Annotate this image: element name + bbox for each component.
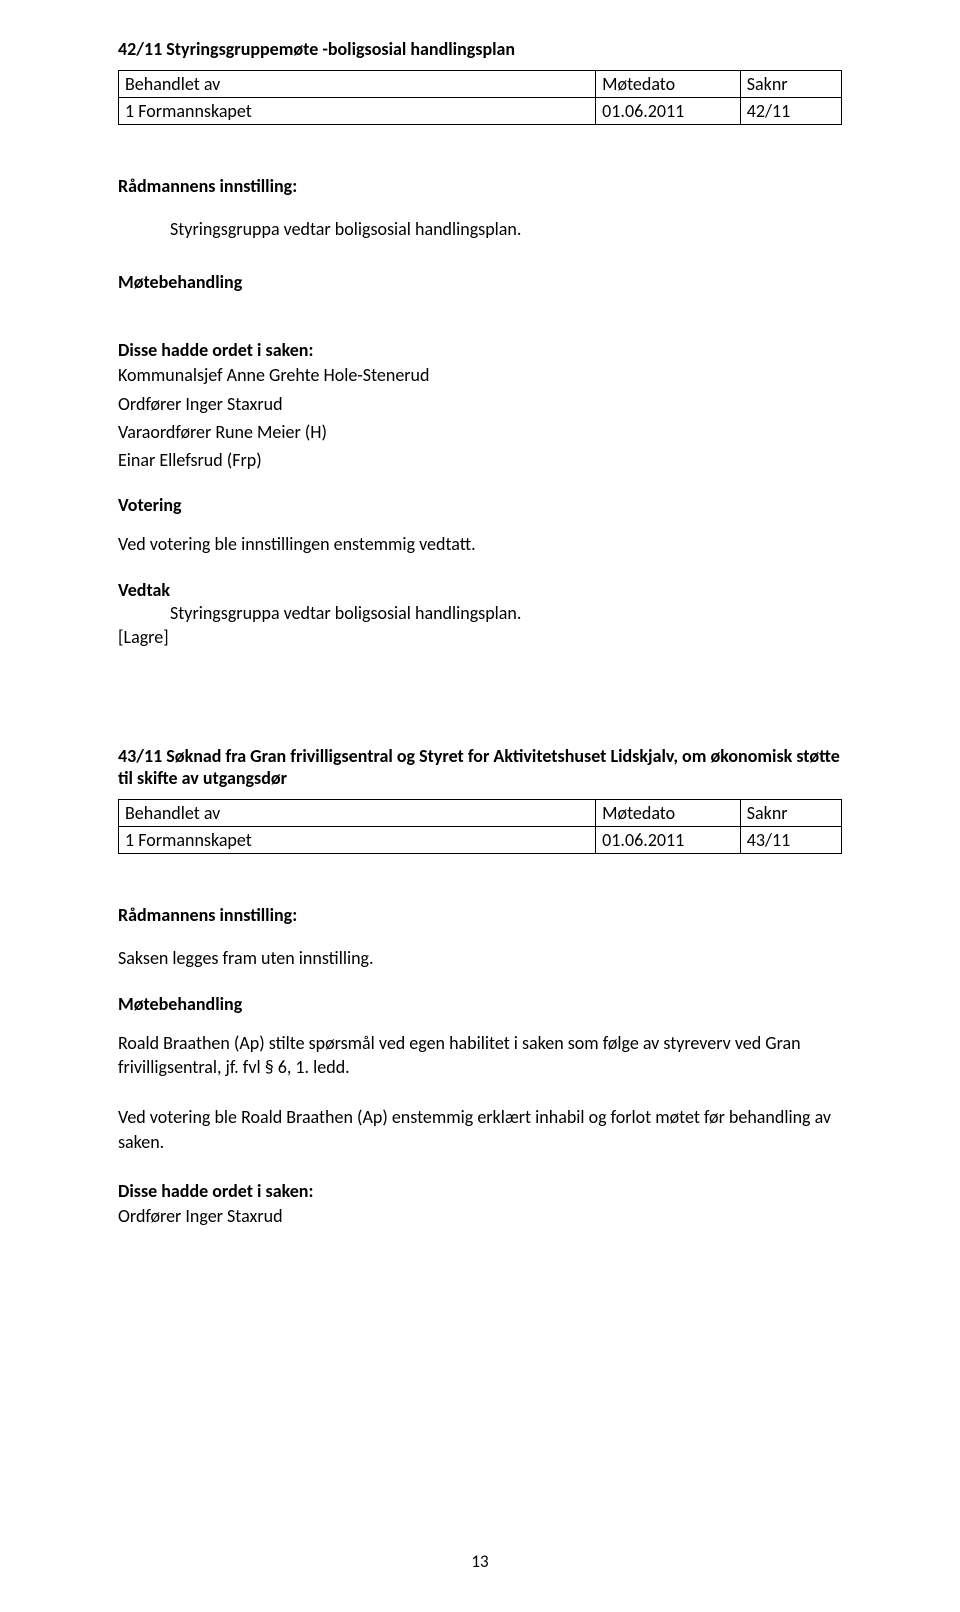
motebehandling-label: Møtebehandling <box>118 993 842 1015</box>
votering-label: Votering <box>118 494 842 516</box>
habilitet-para-1: Roald Braathen (Ap) stilte spørsmål ved … <box>118 1031 842 1080</box>
table-head-behandlet: Behandlet av <box>119 800 596 827</box>
ordet-label: Disse hadde ordet i saken: <box>118 1180 842 1202</box>
vedtak-text: Styringsgruppa vedtar boligsosial handli… <box>170 601 842 625</box>
habilitet-para-2: Ved votering ble Roald Braathen (Ap) ens… <box>118 1105 842 1154</box>
ordet-line: Einar Ellefsrud (Frp) <box>118 448 842 472</box>
table-cell-saknr: 43/11 <box>740 827 841 854</box>
lagre-text: [Lagre] <box>118 625 842 649</box>
table-row: Behandlet av Møtedato Saknr <box>119 71 842 98</box>
innstilling-text: Saksen legges fram uten innstilling. <box>118 946 842 970</box>
votering-text: Ved votering ble innstillingen enstemmig… <box>118 532 842 556</box>
table-row: 1 Formannskapet 01.06.2011 43/11 <box>119 827 842 854</box>
table-cell-motedato: 01.06.2011 <box>596 827 741 854</box>
case-43-title: 43/11 Søknad fra Gran frivilligsentral o… <box>118 745 842 789</box>
document-page: 42/11 Styringsgruppemøte -boligsosial ha… <box>0 0 960 1612</box>
ordet-line: Ordfører Inger Staxrud <box>118 392 842 416</box>
table-head-motedato: Møtedato <box>596 800 741 827</box>
vedtak-label: Vedtak <box>118 579 842 601</box>
table-cell-behandlet: 1 Formannskapet <box>119 827 596 854</box>
case-43-table: Behandlet av Møtedato Saknr 1 Formannska… <box>118 799 842 854</box>
innstilling-text: Styringsgruppa vedtar boligsosial handli… <box>170 217 842 241</box>
table-head-motedato: Møtedato <box>596 71 741 98</box>
table-cell-saknr: 42/11 <box>740 98 841 125</box>
innstilling-label: Rådmannens innstilling: <box>118 904 842 926</box>
table-row: Behandlet av Møtedato Saknr <box>119 800 842 827</box>
ordet-label: Disse hadde ordet i saken: <box>118 339 842 361</box>
ordet-line: Ordfører Inger Staxrud <box>118 1204 842 1228</box>
table-head-behandlet: Behandlet av <box>119 71 596 98</box>
case-42-title: 42/11 Styringsgruppemøte -boligsosial ha… <box>118 38 842 60</box>
table-head-saknr: Saknr <box>740 71 841 98</box>
table-cell-behandlet: 1 Formannskapet <box>119 98 596 125</box>
page-number: 13 <box>0 1551 960 1572</box>
motebehandling-label: Møtebehandling <box>118 271 842 293</box>
ordet-line: Varaordfører Rune Meier (H) <box>118 420 842 444</box>
innstilling-label: Rådmannens innstilling: <box>118 175 842 197</box>
table-row: 1 Formannskapet 01.06.2011 42/11 <box>119 98 842 125</box>
case-42-table: Behandlet av Møtedato Saknr 1 Formannska… <box>118 70 842 125</box>
table-cell-motedato: 01.06.2011 <box>596 98 741 125</box>
table-head-saknr: Saknr <box>740 800 841 827</box>
ordet-line: Kommunalsjef Anne Grehte Hole-Stenerud <box>118 363 842 387</box>
